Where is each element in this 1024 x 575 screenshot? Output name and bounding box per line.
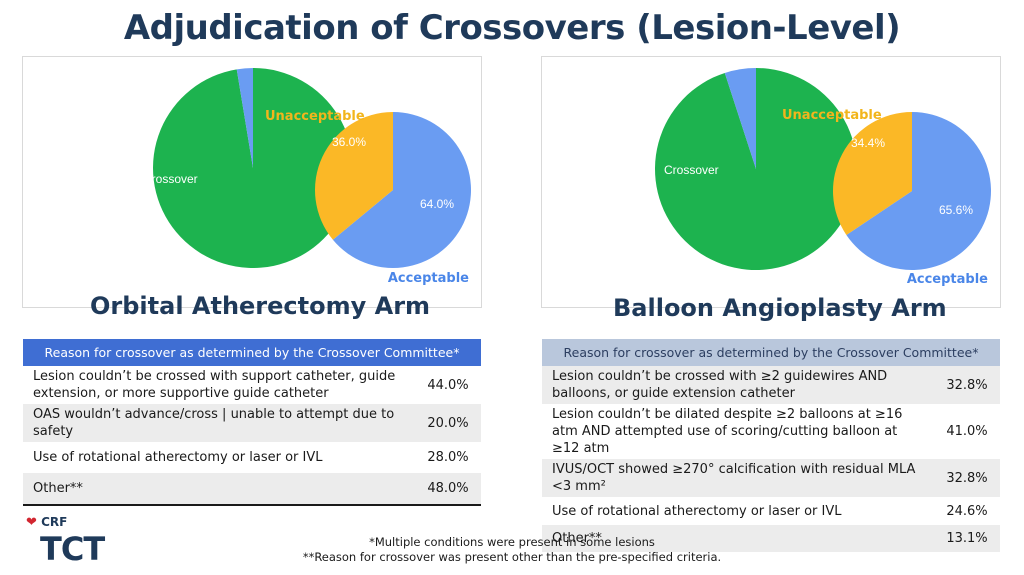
footnotes: *Multiple conditions were present in som… (0, 535, 1024, 565)
reason-cell: Lesion couldn’t be dilated despite ≥2 ba… (542, 404, 934, 459)
tct-logo: TCT (40, 530, 105, 568)
reason-cell: IVUS/OCT showed ≥270° calcification with… (542, 459, 934, 497)
acceptable-label: Acceptable (388, 271, 469, 286)
percent-cell: 32.8% (934, 459, 1000, 497)
unacceptable-percent-label: 36.0% (332, 135, 366, 149)
reason-cell: Lesion couldn’t be crossed with ≥2 guide… (542, 366, 934, 404)
percent-cell: 20.0% (415, 404, 481, 442)
crf-logo-text: CRF (41, 515, 68, 529)
percent-cell: 41.0% (934, 404, 1000, 459)
chart-panel-orbital: Crossover 36.0% 64.0% Unacceptable Acceptabl… (22, 56, 482, 308)
reason-cell: Use of rotational atherectomy or laser o… (542, 497, 934, 525)
table-header: Reason for crossover as determined by th… (23, 339, 481, 366)
pie-chart-orbital: Crossover 36.0% 64.0% Unacceptable Acceptabl… (143, 68, 472, 286)
slide-title: Adjudication of Crossovers (Lesion-Level… (123, 8, 901, 48)
table-row: Use of rotational atherectomy or laser o… (23, 442, 481, 473)
table-row: Lesion couldn’t be dilated despite ≥2 ba… (542, 404, 1000, 459)
percent-cell: 44.0% (415, 366, 481, 404)
acceptable-percent-label: 65.6% (939, 203, 973, 217)
arm-title-orbital: Orbital Atherectomy Arm (90, 292, 431, 320)
pie-slice-main-blue (236, 68, 253, 168)
percent-cell: 24.6% (934, 497, 1000, 525)
arm-title-balloon: Balloon Angioplasty Arm (613, 294, 947, 322)
pie-slice-main-green (654, 68, 857, 270)
table-row: OAS wouldn’t advance/cross | unable to a… (23, 404, 481, 442)
table-row: Lesion couldn’t be crossed with ≥2 guide… (542, 366, 1000, 404)
unacceptable-percent-label: 34.4% (851, 136, 885, 150)
footnote-other-reason: **Reason for crossover was present other… (302, 550, 722, 564)
percent-cell: 28.0% (415, 442, 481, 473)
unacceptable-label: Unacceptable (265, 109, 365, 124)
percent-cell: 13.1% (934, 525, 1000, 552)
reason-cell: Use of rotational atherectomy or laser o… (23, 442, 415, 473)
table-header: Reason for crossover as determined by th… (542, 339, 1000, 366)
acceptable-percent-label: 64.0% (420, 197, 454, 211)
table-row: Use of rotational atherectomy or laser o… (542, 497, 1000, 525)
footnote-multiple-conditions: *Multiple conditions were present in som… (369, 535, 655, 549)
reason-cell: Lesion couldn’t be crossed with support … (23, 366, 415, 404)
unacceptable-label: Unacceptable (782, 108, 882, 123)
table-row: Other** 13.1% (542, 525, 1000, 552)
table-row: Other** 48.0% (23, 473, 481, 505)
pie-chart-balloon: Crossover 34.4% 65.6% Unacceptable Acceptabl… (654, 68, 992, 287)
pie-slice-acceptable (332, 112, 472, 268)
crossover-reasons-table-orbital: Reason for crossover as determined by th… (23, 339, 481, 506)
percent-cell: 48.0% (415, 473, 481, 505)
table-row: Lesion couldn’t be crossed with support … (23, 366, 481, 404)
pie-slice-acceptable (846, 112, 992, 270)
crossover-label: Crossover (143, 172, 198, 186)
chart-panel-balloon: Crossover 34.4% 65.6% Unacceptable Acceptabl… (541, 56, 1001, 308)
reason-cell: Other** (542, 525, 934, 552)
acceptable-label: Acceptable (907, 272, 988, 287)
percent-cell: 32.8% (934, 366, 1000, 404)
crossover-label: Crossover (664, 163, 719, 177)
heart-icon: ❤ (26, 515, 37, 530)
reason-cell: Other** (23, 473, 415, 505)
pie-slice-main-blue (724, 68, 756, 169)
crf-logo: ❤ CRF (26, 515, 67, 530)
pie-slice-unacceptable (315, 112, 393, 240)
crossover-reasons-table-balloon: Reason for crossover as determined by th… (542, 339, 1000, 552)
table-row: IVUS/OCT showed ≥270° calcification with… (542, 459, 1000, 497)
reason-cell: OAS wouldn’t advance/cross | unable to a… (23, 404, 415, 442)
pie-slice-unacceptable (833, 112, 912, 235)
